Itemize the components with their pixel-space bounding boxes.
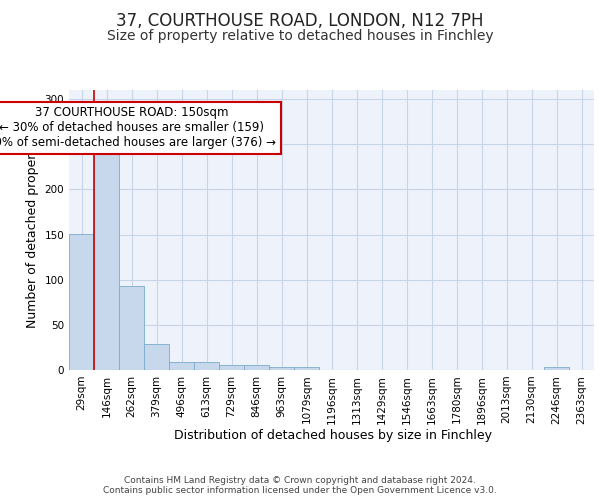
Text: 37, COURTHOUSE ROAD, LONDON, N12 7PH: 37, COURTHOUSE ROAD, LONDON, N12 7PH [116,12,484,30]
Bar [269,368,294,370]
Y-axis label: Number of detached properties: Number of detached properties [26,132,39,328]
Bar [69,234,94,370]
Bar [219,364,244,370]
Text: Contains HM Land Registry data © Crown copyright and database right 2024.
Contai: Contains HM Land Registry data © Crown c… [103,476,497,495]
Bar [544,368,569,370]
Text: Distribution of detached houses by size in Finchley: Distribution of detached houses by size … [174,428,492,442]
Bar [294,368,319,370]
Bar [169,362,194,370]
Bar [244,366,269,370]
Bar [119,286,144,370]
Bar [194,362,219,370]
Text: 37 COURTHOUSE ROAD: 150sqm
← 30% of detached houses are smaller (159)
70% of sem: 37 COURTHOUSE ROAD: 150sqm ← 30% of deta… [0,106,276,150]
Text: Size of property relative to detached houses in Finchley: Size of property relative to detached ho… [107,29,493,43]
Bar [144,344,169,370]
Bar [94,152,119,370]
